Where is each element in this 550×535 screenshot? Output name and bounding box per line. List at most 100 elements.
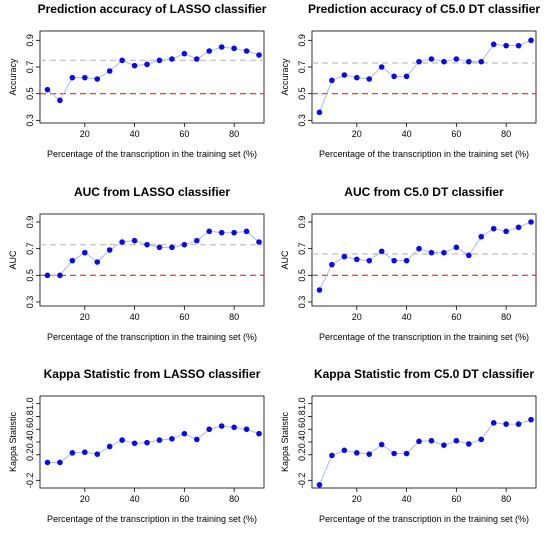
data-point — [316, 109, 323, 116]
x-tick-label: 40 — [130, 129, 140, 139]
y-tick-label: -0.2 — [25, 473, 35, 489]
chart-title: Prediction accuracy of C5.0 DT classifie… — [308, 2, 540, 16]
data-point — [82, 449, 88, 456]
y-axis: 0.3 0.5 0.7 0.9 — [297, 216, 312, 308]
y-axis: -0.2 0.20.40.60.81.0 — [25, 397, 40, 488]
data-point — [218, 229, 225, 236]
y-tick-label: 0.5 — [297, 87, 307, 100]
chart-title: Kappa Statistic from LASSO classifier — [44, 367, 261, 381]
y-axis: 0.3 0.5 0.7 0.9 — [25, 216, 40, 308]
data-point — [69, 257, 76, 264]
y-tick-label: 0.2 — [297, 449, 307, 462]
x-tick-label: 20 — [352, 312, 362, 322]
y-tick-label: 1.0 — [25, 397, 35, 410]
data-point — [453, 437, 460, 444]
data-point — [69, 450, 76, 456]
data-point — [119, 437, 125, 443]
data-point — [428, 249, 435, 256]
data-point — [94, 451, 101, 457]
data-point — [156, 437, 163, 443]
data-point — [69, 74, 76, 81]
data-point — [503, 228, 509, 235]
x-axis: 20 40 60 80 — [352, 306, 511, 322]
data-point — [131, 440, 138, 447]
data-point — [528, 219, 534, 225]
x-tick-label: 40 — [130, 494, 140, 504]
data-point — [94, 76, 101, 82]
data-point — [416, 245, 422, 252]
x-axis-label: Percentage of the transcription in the t… — [319, 332, 529, 342]
x-tick-label: 80 — [501, 129, 511, 139]
y-axis-label: AUC — [8, 250, 18, 270]
x-axis-label: Percentage of the transcription in the t… — [47, 514, 257, 524]
y-tick-label: 0.7 — [297, 242, 307, 255]
x-tick-label: 40 — [402, 312, 412, 322]
y-axis: 0.3 0.5 0.7 0.9 — [297, 34, 312, 127]
data-point — [194, 436, 200, 443]
y-tick-label: 0.6 — [297, 423, 307, 436]
x-tick-label: 20 — [352, 494, 362, 504]
x-axis-label: Percentage of the transcription in the t… — [319, 514, 529, 524]
data-point — [515, 421, 522, 427]
data-point — [366, 451, 373, 457]
data-point — [378, 248, 385, 255]
data-point — [428, 56, 435, 62]
x-tick-label: 40 — [130, 312, 140, 322]
x-axis: 20 40 60 80 — [352, 123, 511, 139]
data-point — [528, 416, 534, 423]
data-point — [441, 58, 447, 65]
x-tick-label: 60 — [451, 494, 461, 504]
data-point — [106, 247, 113, 253]
x-axis: 20 40 60 80 — [80, 488, 239, 504]
data-point — [57, 459, 63, 466]
data-point — [478, 233, 485, 240]
data-point — [218, 44, 225, 50]
x-tick-label: 80 — [501, 494, 511, 504]
data-point — [243, 228, 250, 235]
y-tick-label: 0.7 — [25, 61, 35, 74]
data-point — [144, 241, 150, 248]
data-point — [82, 74, 88, 81]
x-tick-label: 20 — [80, 494, 90, 504]
x-axis: 20 40 60 80 — [80, 306, 239, 322]
data-point — [354, 256, 360, 263]
y-tick-label: 0.6 — [25, 423, 35, 436]
x-tick-label: 60 — [179, 312, 189, 322]
y-tick-label: 0.8 — [25, 410, 35, 423]
x-tick-label: 40 — [402, 494, 412, 504]
chart-title: AUC from C5.0 DT classifier — [344, 185, 504, 199]
data-point — [391, 73, 397, 80]
data-point — [44, 272, 51, 279]
data-point — [181, 430, 188, 437]
data-point — [169, 436, 175, 442]
plot-frame — [311, 213, 537, 307]
x-axis: 20 40 60 80 — [352, 488, 511, 504]
data-point — [403, 257, 410, 264]
data-point — [131, 62, 138, 69]
data-point — [416, 438, 422, 445]
data-point — [441, 442, 447, 448]
data-point — [378, 64, 385, 70]
data-point — [206, 228, 213, 235]
data-point — [366, 257, 373, 264]
plot-frame — [39, 30, 265, 124]
data-point — [391, 257, 397, 264]
data-point — [231, 424, 237, 431]
y-tick-label: 1.0 — [297, 397, 307, 410]
x-tick-label: 80 — [229, 494, 239, 504]
data-point — [416, 58, 422, 65]
data-point — [316, 287, 323, 293]
data-point — [44, 459, 51, 466]
data-point — [453, 244, 460, 251]
data-point — [119, 239, 125, 245]
y-axis-label: Accuracy — [280, 58, 290, 96]
data-point — [515, 224, 522, 231]
y-tick-label: 0.9 — [25, 216, 35, 229]
data-point — [403, 450, 410, 457]
data-point — [503, 42, 509, 49]
data-point — [256, 430, 262, 437]
y-tick-label: 0.7 — [297, 61, 307, 74]
